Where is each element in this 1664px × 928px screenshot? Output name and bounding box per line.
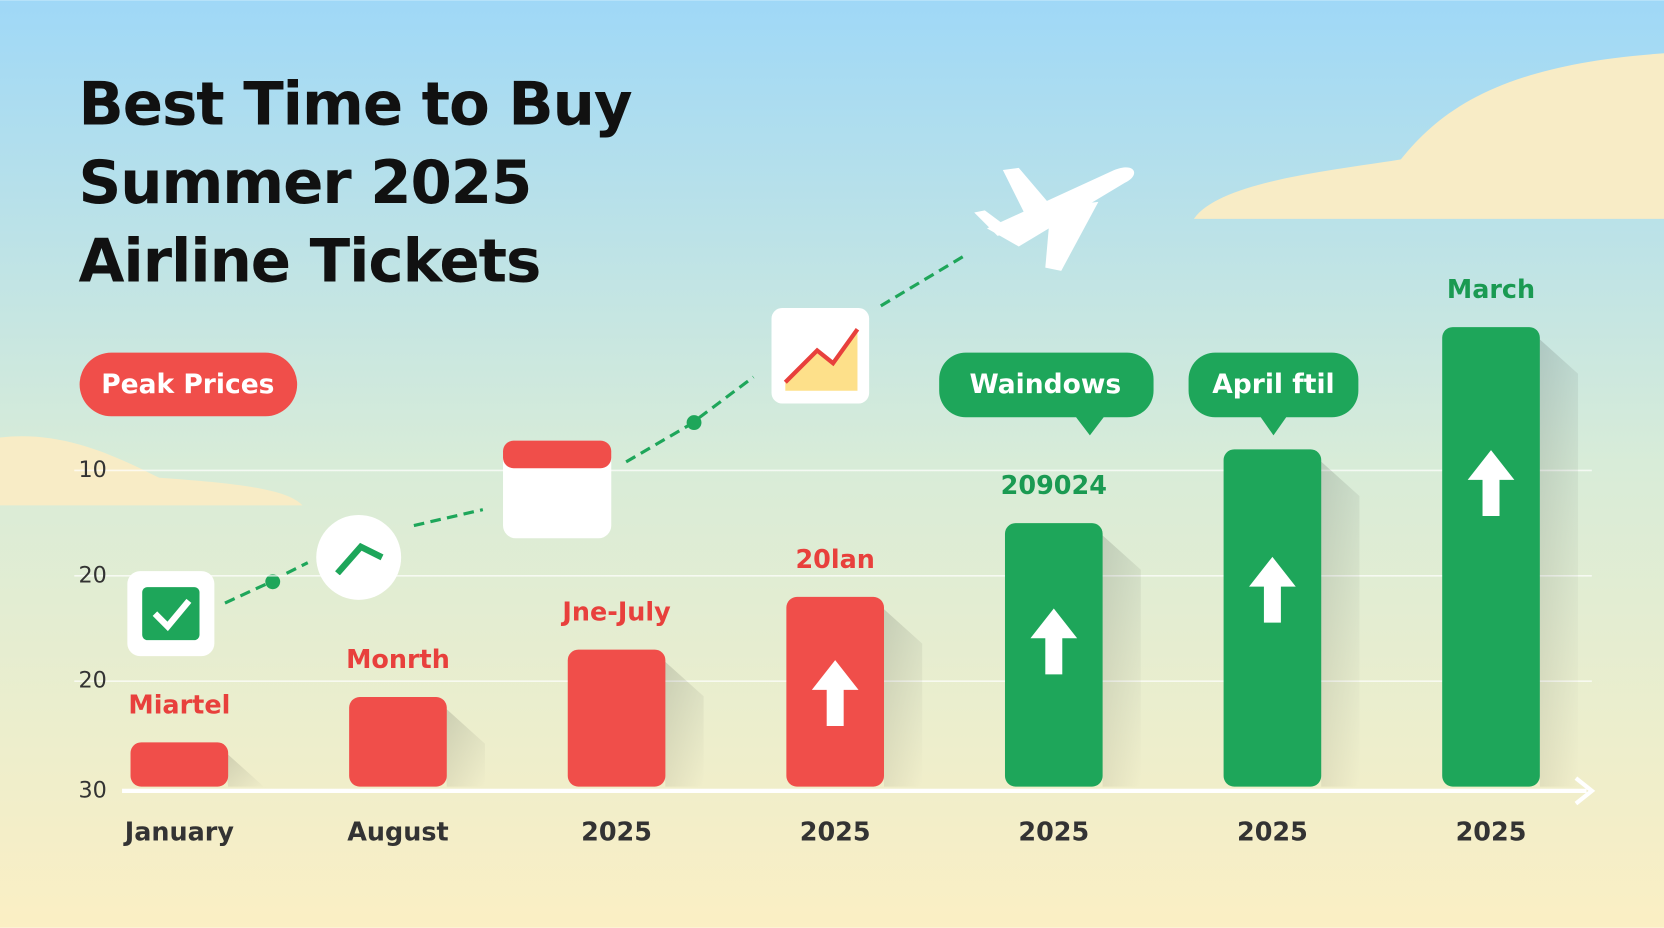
trend-dot [265,574,281,590]
bar-arrow [1249,556,1296,623]
x-tick-label: August [347,817,448,847]
bar-shadow [1535,335,1579,787]
title-line: Airline Tickets [79,228,541,297]
bar-shadow [442,705,485,787]
bar [349,697,447,787]
bar-arrow [1030,608,1078,675]
x-axis [122,776,1596,806]
windows-badge [939,352,1154,436]
bar [1442,327,1540,787]
growth-line [783,327,860,384]
airplane [974,167,1135,271]
calendar-header [503,440,612,469]
bar-label: Monrth [346,645,450,675]
peak-badge-text: Peak Prices [101,369,274,400]
title-line: Summer 2025 [79,149,532,218]
x-tick-label: 2025 [1237,817,1308,847]
april-badge [1188,352,1359,436]
y-axis-label: 10 [79,457,107,483]
y-axis-label: 20 [79,668,107,694]
chart-icon-line [335,542,384,576]
bar-label: March [1447,275,1535,305]
bar-shadow [1098,531,1141,787]
x-tick-label: January [123,817,235,847]
peak-badge [79,352,298,417]
bar-label: Jne-July [560,598,671,628]
plot: 10 20 20 30 Miartel January Monrth August Jne-Ju… [74,275,1592,847]
y-axis-label: 30 [79,777,107,803]
april-badge-text: April ftil [1212,369,1334,400]
bar-arrow [811,660,859,726]
x-tick-label: 2025 [1456,817,1527,847]
bar [130,742,229,787]
trend-dot [686,415,702,431]
trend-path [224,253,967,605]
cloud [1193,53,1664,219]
bar-label: Miartel [128,690,230,720]
bar-label: 20lan [795,545,874,575]
x-tick-label: 2025 [581,817,652,847]
bar-shadow [661,658,704,787]
bar-shadow [1316,457,1360,787]
x-tick-label: 2025 [1018,817,1089,847]
y-axis-label: 20 [79,562,107,588]
bar [567,649,666,787]
bar-label: 209024 [1001,471,1107,501]
title-line: Best Time to Buy [79,71,632,140]
windows-badge-text: Waindows [969,369,1121,400]
growth-area [785,329,858,391]
bar-shadow [879,605,923,787]
cloud [0,436,303,506]
chart-icon [316,514,402,600]
bar-arrow [1467,450,1515,516]
check-icon-box [142,587,200,641]
x-tick-label: 2025 [800,817,871,847]
check-mark [152,598,192,632]
